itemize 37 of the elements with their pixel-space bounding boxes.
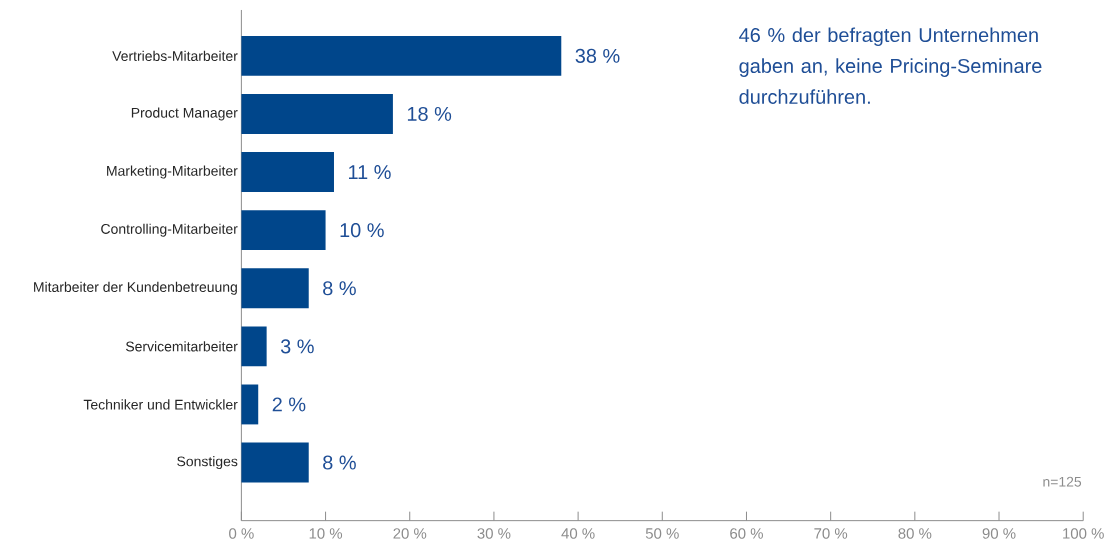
x-tick-label: 90 % xyxy=(982,528,1016,539)
bar xyxy=(241,442,309,483)
annotation: n=125 xyxy=(1043,477,1082,487)
bar xyxy=(241,268,309,309)
bar xyxy=(241,152,334,193)
x-tick-label: 70 % xyxy=(814,528,848,539)
y-tick-label: Sonstiges xyxy=(177,456,238,470)
x-tick-label: 0 % xyxy=(229,528,254,539)
x-tick-label: 50 % xyxy=(645,528,679,539)
bar xyxy=(241,210,326,251)
data-label: 3 % xyxy=(280,339,314,354)
bar xyxy=(241,94,393,135)
x-tick-label: 40 % xyxy=(561,528,595,539)
y-tick-label: Controlling-Mitarbeiter xyxy=(101,223,238,237)
bar xyxy=(241,384,259,425)
x-tick-label: 10 % xyxy=(309,528,343,539)
data-label: 8 % xyxy=(323,281,356,296)
y-tick-label: Servicemitarbeiter xyxy=(125,341,238,352)
data-label: 38 % xyxy=(575,49,620,64)
data-label: 2 % xyxy=(272,397,306,412)
x-tick-label: 30 % xyxy=(477,528,511,539)
x-tick-label: 80 % xyxy=(898,528,932,539)
y-tick-label: Mitarbeiter der Kundenbetreuung xyxy=(34,281,237,295)
bar xyxy=(241,326,267,367)
y-tick-label: Product Manager xyxy=(131,107,238,121)
bar xyxy=(241,36,562,77)
data-label: 8 % xyxy=(323,455,356,470)
data-label: 10 % xyxy=(340,223,384,238)
x-tick-label: 100 % xyxy=(1063,528,1104,539)
y-tick-label: Marketing-Mitarbeiter xyxy=(107,165,238,179)
x-tick-label: 20 % xyxy=(393,528,427,539)
y-tick-label: Vertriebs-Mitarbeiter xyxy=(112,50,238,62)
annotation: 46 % der befragten Unternehmen gaben an, keine Pricing-Seminare durchzuführen. xyxy=(739,27,1042,105)
y-tick-label: Techniker und Entwickler xyxy=(83,399,238,410)
data-label: 11 % xyxy=(349,165,391,180)
data-label: 18 % xyxy=(407,107,452,122)
x-tick-label: 60 % xyxy=(730,528,763,539)
